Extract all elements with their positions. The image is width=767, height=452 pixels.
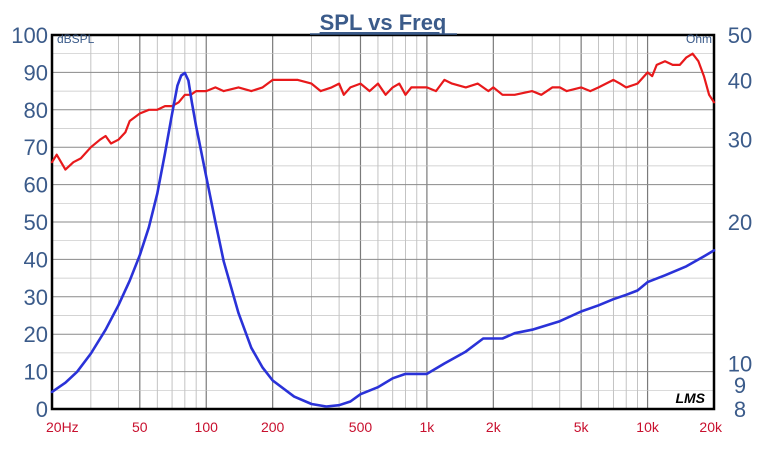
y-left-tick-label: 90: [24, 60, 48, 85]
y-right-tick-label: 10: [728, 351, 752, 376]
x-tick-label: 20k: [699, 419, 723, 435]
x-tick-label: 500: [349, 419, 373, 435]
y-right-tick-label: 8: [734, 397, 746, 422]
x-tick-label: 1k: [420, 419, 436, 435]
x-tick-label: 100: [195, 419, 219, 435]
tick-labels: 20Hz 50 100 200 500 1k 2k 5k 10k 20k 0 10 20 30 40 50 60…: [11, 23, 752, 435]
x-tick-label: 20Hz: [46, 419, 79, 435]
x-tick-label: 5k: [574, 419, 590, 435]
y-left-tick-label: 0: [36, 397, 48, 422]
y-right-tick-label: 50: [728, 23, 752, 48]
chart-title: SPL vs Freq: [320, 10, 447, 35]
x-tick-label: 50: [132, 419, 148, 435]
y-right-tick-label: 20: [728, 210, 752, 235]
y-left-tick-label: 60: [24, 173, 48, 198]
series-layer: [50, 52, 716, 408]
y-left-tick-label: 30: [24, 285, 48, 310]
y-right-tick-label: 30: [728, 127, 752, 152]
y-left-tick-label: 20: [24, 322, 48, 347]
y-right-tick-label: 9: [734, 373, 746, 398]
y-left-tick-label: 70: [24, 135, 48, 160]
y-left-tick-label: 80: [24, 98, 48, 123]
right-axis-unit: Ohm: [686, 32, 712, 46]
impedance-series-line: [50, 71, 716, 408]
spl-series-line: [50, 52, 716, 171]
y-left-tick-label: 100: [11, 23, 48, 48]
plot-frame: [50, 33, 716, 411]
y-left-tick-label: 10: [24, 360, 48, 385]
grid-lines: [52, 35, 714, 409]
left-axis-unit: dBSPL: [57, 32, 95, 46]
x-tick-label: 200: [261, 419, 285, 435]
y-right-tick-label: 40: [728, 69, 752, 94]
x-tick-label: 10k: [636, 419, 660, 435]
x-tick-label: 2k: [486, 419, 502, 435]
y-left-tick-label: 50: [24, 210, 48, 235]
lms-watermark: LMS: [675, 390, 705, 406]
y-left-tick-label: 40: [24, 247, 48, 272]
